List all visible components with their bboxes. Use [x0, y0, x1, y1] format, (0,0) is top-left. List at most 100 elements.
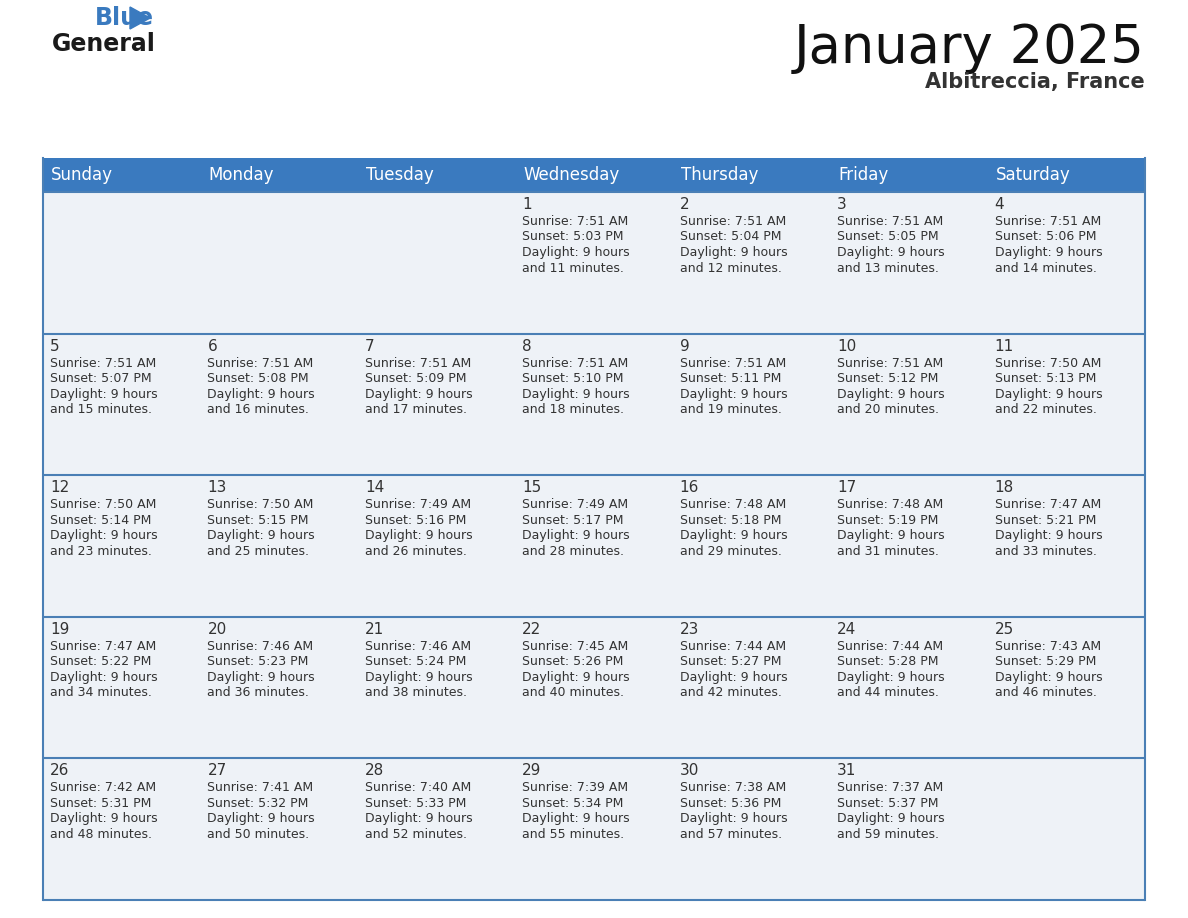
Text: and 52 minutes.: and 52 minutes.: [365, 828, 467, 841]
Text: Sunrise: 7:42 AM: Sunrise: 7:42 AM: [50, 781, 156, 794]
Bar: [987, 617, 1145, 758]
Bar: [672, 158, 830, 192]
Text: Sunset: 5:03 PM: Sunset: 5:03 PM: [523, 230, 624, 243]
Text: Sunrise: 7:51 AM: Sunrise: 7:51 AM: [680, 215, 786, 228]
Text: and 15 minutes.: and 15 minutes.: [50, 403, 152, 416]
Text: and 12 minutes.: and 12 minutes.: [680, 262, 782, 274]
Bar: [672, 617, 830, 758]
Text: Sunrise: 7:37 AM: Sunrise: 7:37 AM: [838, 781, 943, 794]
Text: 19: 19: [50, 621, 69, 637]
Text: Daylight: 9 hours: Daylight: 9 hours: [523, 671, 630, 684]
Text: and 46 minutes.: and 46 minutes.: [994, 687, 1097, 700]
Text: 24: 24: [838, 621, 857, 637]
Text: and 57 minutes.: and 57 minutes.: [680, 828, 782, 841]
Text: 26: 26: [50, 764, 69, 778]
Bar: [516, 192, 672, 333]
Text: Sunrise: 7:39 AM: Sunrise: 7:39 AM: [523, 781, 628, 794]
Text: Sunset: 5:24 PM: Sunset: 5:24 PM: [365, 655, 466, 668]
Text: 8: 8: [523, 339, 532, 353]
Text: Sunrise: 7:51 AM: Sunrise: 7:51 AM: [208, 356, 314, 370]
Text: 29: 29: [523, 764, 542, 778]
Text: Daylight: 9 hours: Daylight: 9 hours: [838, 812, 944, 825]
Text: Daylight: 9 hours: Daylight: 9 hours: [208, 671, 315, 684]
Text: Sunset: 5:16 PM: Sunset: 5:16 PM: [365, 514, 466, 527]
Text: Daylight: 9 hours: Daylight: 9 hours: [838, 529, 944, 543]
Text: Sunset: 5:17 PM: Sunset: 5:17 PM: [523, 514, 624, 527]
Text: and 19 minutes.: and 19 minutes.: [680, 403, 782, 416]
Text: Daylight: 9 hours: Daylight: 9 hours: [523, 812, 630, 825]
Text: Blue: Blue: [95, 6, 154, 30]
Text: Daylight: 9 hours: Daylight: 9 hours: [838, 387, 944, 400]
Text: Sunset: 5:33 PM: Sunset: 5:33 PM: [365, 797, 466, 810]
Text: Daylight: 9 hours: Daylight: 9 hours: [994, 529, 1102, 543]
Text: Sunset: 5:06 PM: Sunset: 5:06 PM: [994, 230, 1097, 243]
Text: and 42 minutes.: and 42 minutes.: [680, 687, 782, 700]
Text: Sunrise: 7:51 AM: Sunrise: 7:51 AM: [365, 356, 472, 370]
Text: Sunrise: 7:51 AM: Sunrise: 7:51 AM: [838, 356, 943, 370]
Text: Daylight: 9 hours: Daylight: 9 hours: [365, 671, 473, 684]
Text: and 23 minutes.: and 23 minutes.: [50, 544, 152, 558]
Bar: [201, 333, 358, 476]
Text: and 31 minutes.: and 31 minutes.: [838, 544, 939, 558]
Bar: [43, 758, 201, 900]
Text: Sunset: 5:22 PM: Sunset: 5:22 PM: [50, 655, 151, 668]
Text: 31: 31: [838, 764, 857, 778]
Text: Sunrise: 7:50 AM: Sunrise: 7:50 AM: [994, 356, 1101, 370]
Bar: [830, 617, 987, 758]
Text: and 17 minutes.: and 17 minutes.: [365, 403, 467, 416]
Text: 15: 15: [523, 480, 542, 495]
Text: Sunrise: 7:50 AM: Sunrise: 7:50 AM: [50, 498, 157, 511]
Text: Daylight: 9 hours: Daylight: 9 hours: [523, 387, 630, 400]
Text: Sunset: 5:27 PM: Sunset: 5:27 PM: [680, 655, 782, 668]
Text: Sunset: 5:32 PM: Sunset: 5:32 PM: [208, 797, 309, 810]
Text: and 38 minutes.: and 38 minutes.: [365, 687, 467, 700]
Text: and 44 minutes.: and 44 minutes.: [838, 687, 939, 700]
Text: Sunrise: 7:49 AM: Sunrise: 7:49 AM: [365, 498, 470, 511]
Text: Sunset: 5:36 PM: Sunset: 5:36 PM: [680, 797, 781, 810]
Text: Sunset: 5:15 PM: Sunset: 5:15 PM: [208, 514, 309, 527]
Text: January 2025: January 2025: [794, 22, 1145, 74]
Text: Sunset: 5:34 PM: Sunset: 5:34 PM: [523, 797, 624, 810]
Text: Sunset: 5:19 PM: Sunset: 5:19 PM: [838, 514, 939, 527]
Text: Sunset: 5:37 PM: Sunset: 5:37 PM: [838, 797, 939, 810]
Text: Sunset: 5:29 PM: Sunset: 5:29 PM: [994, 655, 1097, 668]
Bar: [358, 192, 516, 333]
Text: 17: 17: [838, 480, 857, 495]
Bar: [201, 158, 358, 192]
Text: 7: 7: [365, 339, 374, 353]
Bar: [516, 158, 672, 192]
Bar: [672, 192, 830, 333]
Text: and 50 minutes.: and 50 minutes.: [208, 828, 310, 841]
Bar: [201, 476, 358, 617]
Text: and 20 minutes.: and 20 minutes.: [838, 403, 940, 416]
Text: Daylight: 9 hours: Daylight: 9 hours: [838, 246, 944, 259]
Text: Daylight: 9 hours: Daylight: 9 hours: [365, 387, 473, 400]
Bar: [358, 333, 516, 476]
Text: Daylight: 9 hours: Daylight: 9 hours: [523, 246, 630, 259]
Text: Sunrise: 7:41 AM: Sunrise: 7:41 AM: [208, 781, 314, 794]
Text: Daylight: 9 hours: Daylight: 9 hours: [50, 671, 158, 684]
Text: Sunrise: 7:49 AM: Sunrise: 7:49 AM: [523, 498, 628, 511]
Text: Saturday: Saturday: [996, 166, 1070, 184]
Text: General: General: [52, 32, 156, 56]
Bar: [358, 158, 516, 192]
Text: Daylight: 9 hours: Daylight: 9 hours: [838, 671, 944, 684]
Text: Daylight: 9 hours: Daylight: 9 hours: [994, 671, 1102, 684]
Text: 16: 16: [680, 480, 699, 495]
Text: 2: 2: [680, 197, 689, 212]
Text: Sunrise: 7:48 AM: Sunrise: 7:48 AM: [838, 498, 943, 511]
Text: 20: 20: [208, 621, 227, 637]
Text: Sunset: 5:21 PM: Sunset: 5:21 PM: [994, 514, 1097, 527]
Bar: [987, 333, 1145, 476]
Text: 12: 12: [50, 480, 69, 495]
Text: Thursday: Thursday: [681, 166, 758, 184]
Text: Daylight: 9 hours: Daylight: 9 hours: [208, 529, 315, 543]
Text: Sunset: 5:07 PM: Sunset: 5:07 PM: [50, 372, 152, 385]
Text: Sunrise: 7:51 AM: Sunrise: 7:51 AM: [523, 356, 628, 370]
Bar: [672, 758, 830, 900]
Text: Sunrise: 7:47 AM: Sunrise: 7:47 AM: [994, 498, 1101, 511]
Bar: [516, 333, 672, 476]
Bar: [516, 617, 672, 758]
Text: and 11 minutes.: and 11 minutes.: [523, 262, 624, 274]
Text: 10: 10: [838, 339, 857, 353]
